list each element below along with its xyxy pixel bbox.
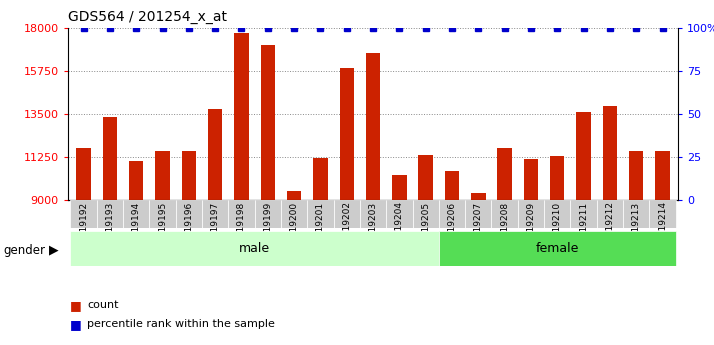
Text: gender: gender xyxy=(4,244,46,257)
Bar xyxy=(649,200,675,228)
Bar xyxy=(629,151,643,345)
Bar xyxy=(255,200,281,228)
Text: ■: ■ xyxy=(70,318,81,331)
Bar xyxy=(491,200,518,228)
Text: count: count xyxy=(87,300,119,310)
Text: GSM19202: GSM19202 xyxy=(342,201,351,250)
Bar xyxy=(129,161,144,345)
Bar xyxy=(570,200,597,228)
Bar xyxy=(550,156,565,345)
Text: GSM19201: GSM19201 xyxy=(316,201,325,250)
Text: GSM19197: GSM19197 xyxy=(211,201,220,251)
Text: female: female xyxy=(536,242,579,255)
Text: GSM19211: GSM19211 xyxy=(579,201,588,250)
Bar xyxy=(307,200,333,228)
Bar xyxy=(176,200,202,228)
Text: GSM19213: GSM19213 xyxy=(632,201,640,250)
Bar xyxy=(123,200,149,228)
Bar xyxy=(149,200,176,228)
Bar xyxy=(576,112,590,345)
Text: GSM19195: GSM19195 xyxy=(158,201,167,251)
Bar xyxy=(208,109,223,345)
Text: percentile rank within the sample: percentile rank within the sample xyxy=(87,319,275,329)
Text: GSM19214: GSM19214 xyxy=(658,201,667,250)
Text: GSM19207: GSM19207 xyxy=(474,201,483,250)
Bar xyxy=(228,200,255,228)
Bar xyxy=(333,200,360,228)
Text: GSM19196: GSM19196 xyxy=(184,201,193,251)
Bar xyxy=(603,106,617,345)
Bar xyxy=(498,148,512,345)
Text: GSM19193: GSM19193 xyxy=(106,201,114,251)
Text: ▶: ▶ xyxy=(49,244,58,257)
Bar xyxy=(523,159,538,345)
Text: GSM19212: GSM19212 xyxy=(605,201,614,250)
Bar xyxy=(655,151,670,345)
Bar xyxy=(103,117,117,345)
Bar xyxy=(386,200,413,228)
Text: GSM19205: GSM19205 xyxy=(421,201,431,250)
Text: GSM19210: GSM19210 xyxy=(553,201,562,250)
Bar xyxy=(413,200,439,228)
Bar xyxy=(445,171,459,345)
Text: GDS564 / 201254_x_at: GDS564 / 201254_x_at xyxy=(68,10,227,24)
Bar xyxy=(623,200,649,228)
Text: male: male xyxy=(239,242,270,255)
Bar xyxy=(518,200,544,228)
Text: GSM19209: GSM19209 xyxy=(526,201,536,250)
Bar xyxy=(544,200,570,228)
Bar xyxy=(234,33,248,345)
Text: ■: ■ xyxy=(70,299,81,312)
Text: GSM19206: GSM19206 xyxy=(448,201,456,250)
Bar xyxy=(71,200,97,228)
Bar xyxy=(597,200,623,228)
Bar xyxy=(439,231,675,266)
Bar xyxy=(181,151,196,345)
Bar xyxy=(287,191,301,345)
Text: GSM19208: GSM19208 xyxy=(500,201,509,250)
Text: GSM19199: GSM19199 xyxy=(263,201,272,251)
Bar xyxy=(261,45,275,345)
Bar xyxy=(366,53,381,345)
Bar xyxy=(439,200,465,228)
Text: GSM19204: GSM19204 xyxy=(395,201,404,250)
Bar xyxy=(97,200,123,228)
Text: GSM19194: GSM19194 xyxy=(132,201,141,250)
Text: GSM19200: GSM19200 xyxy=(290,201,298,250)
Bar xyxy=(76,148,91,345)
Text: GSM19203: GSM19203 xyxy=(368,201,378,250)
Bar xyxy=(340,68,354,345)
Bar xyxy=(71,231,439,266)
Bar xyxy=(471,194,486,345)
Text: GSM19198: GSM19198 xyxy=(237,201,246,251)
Bar xyxy=(202,200,228,228)
Bar xyxy=(313,158,328,345)
Bar xyxy=(465,200,491,228)
Bar xyxy=(156,151,170,345)
Bar xyxy=(360,200,386,228)
Bar xyxy=(281,200,307,228)
Bar xyxy=(392,175,406,345)
Text: GSM19192: GSM19192 xyxy=(79,201,88,250)
Bar xyxy=(418,155,433,345)
